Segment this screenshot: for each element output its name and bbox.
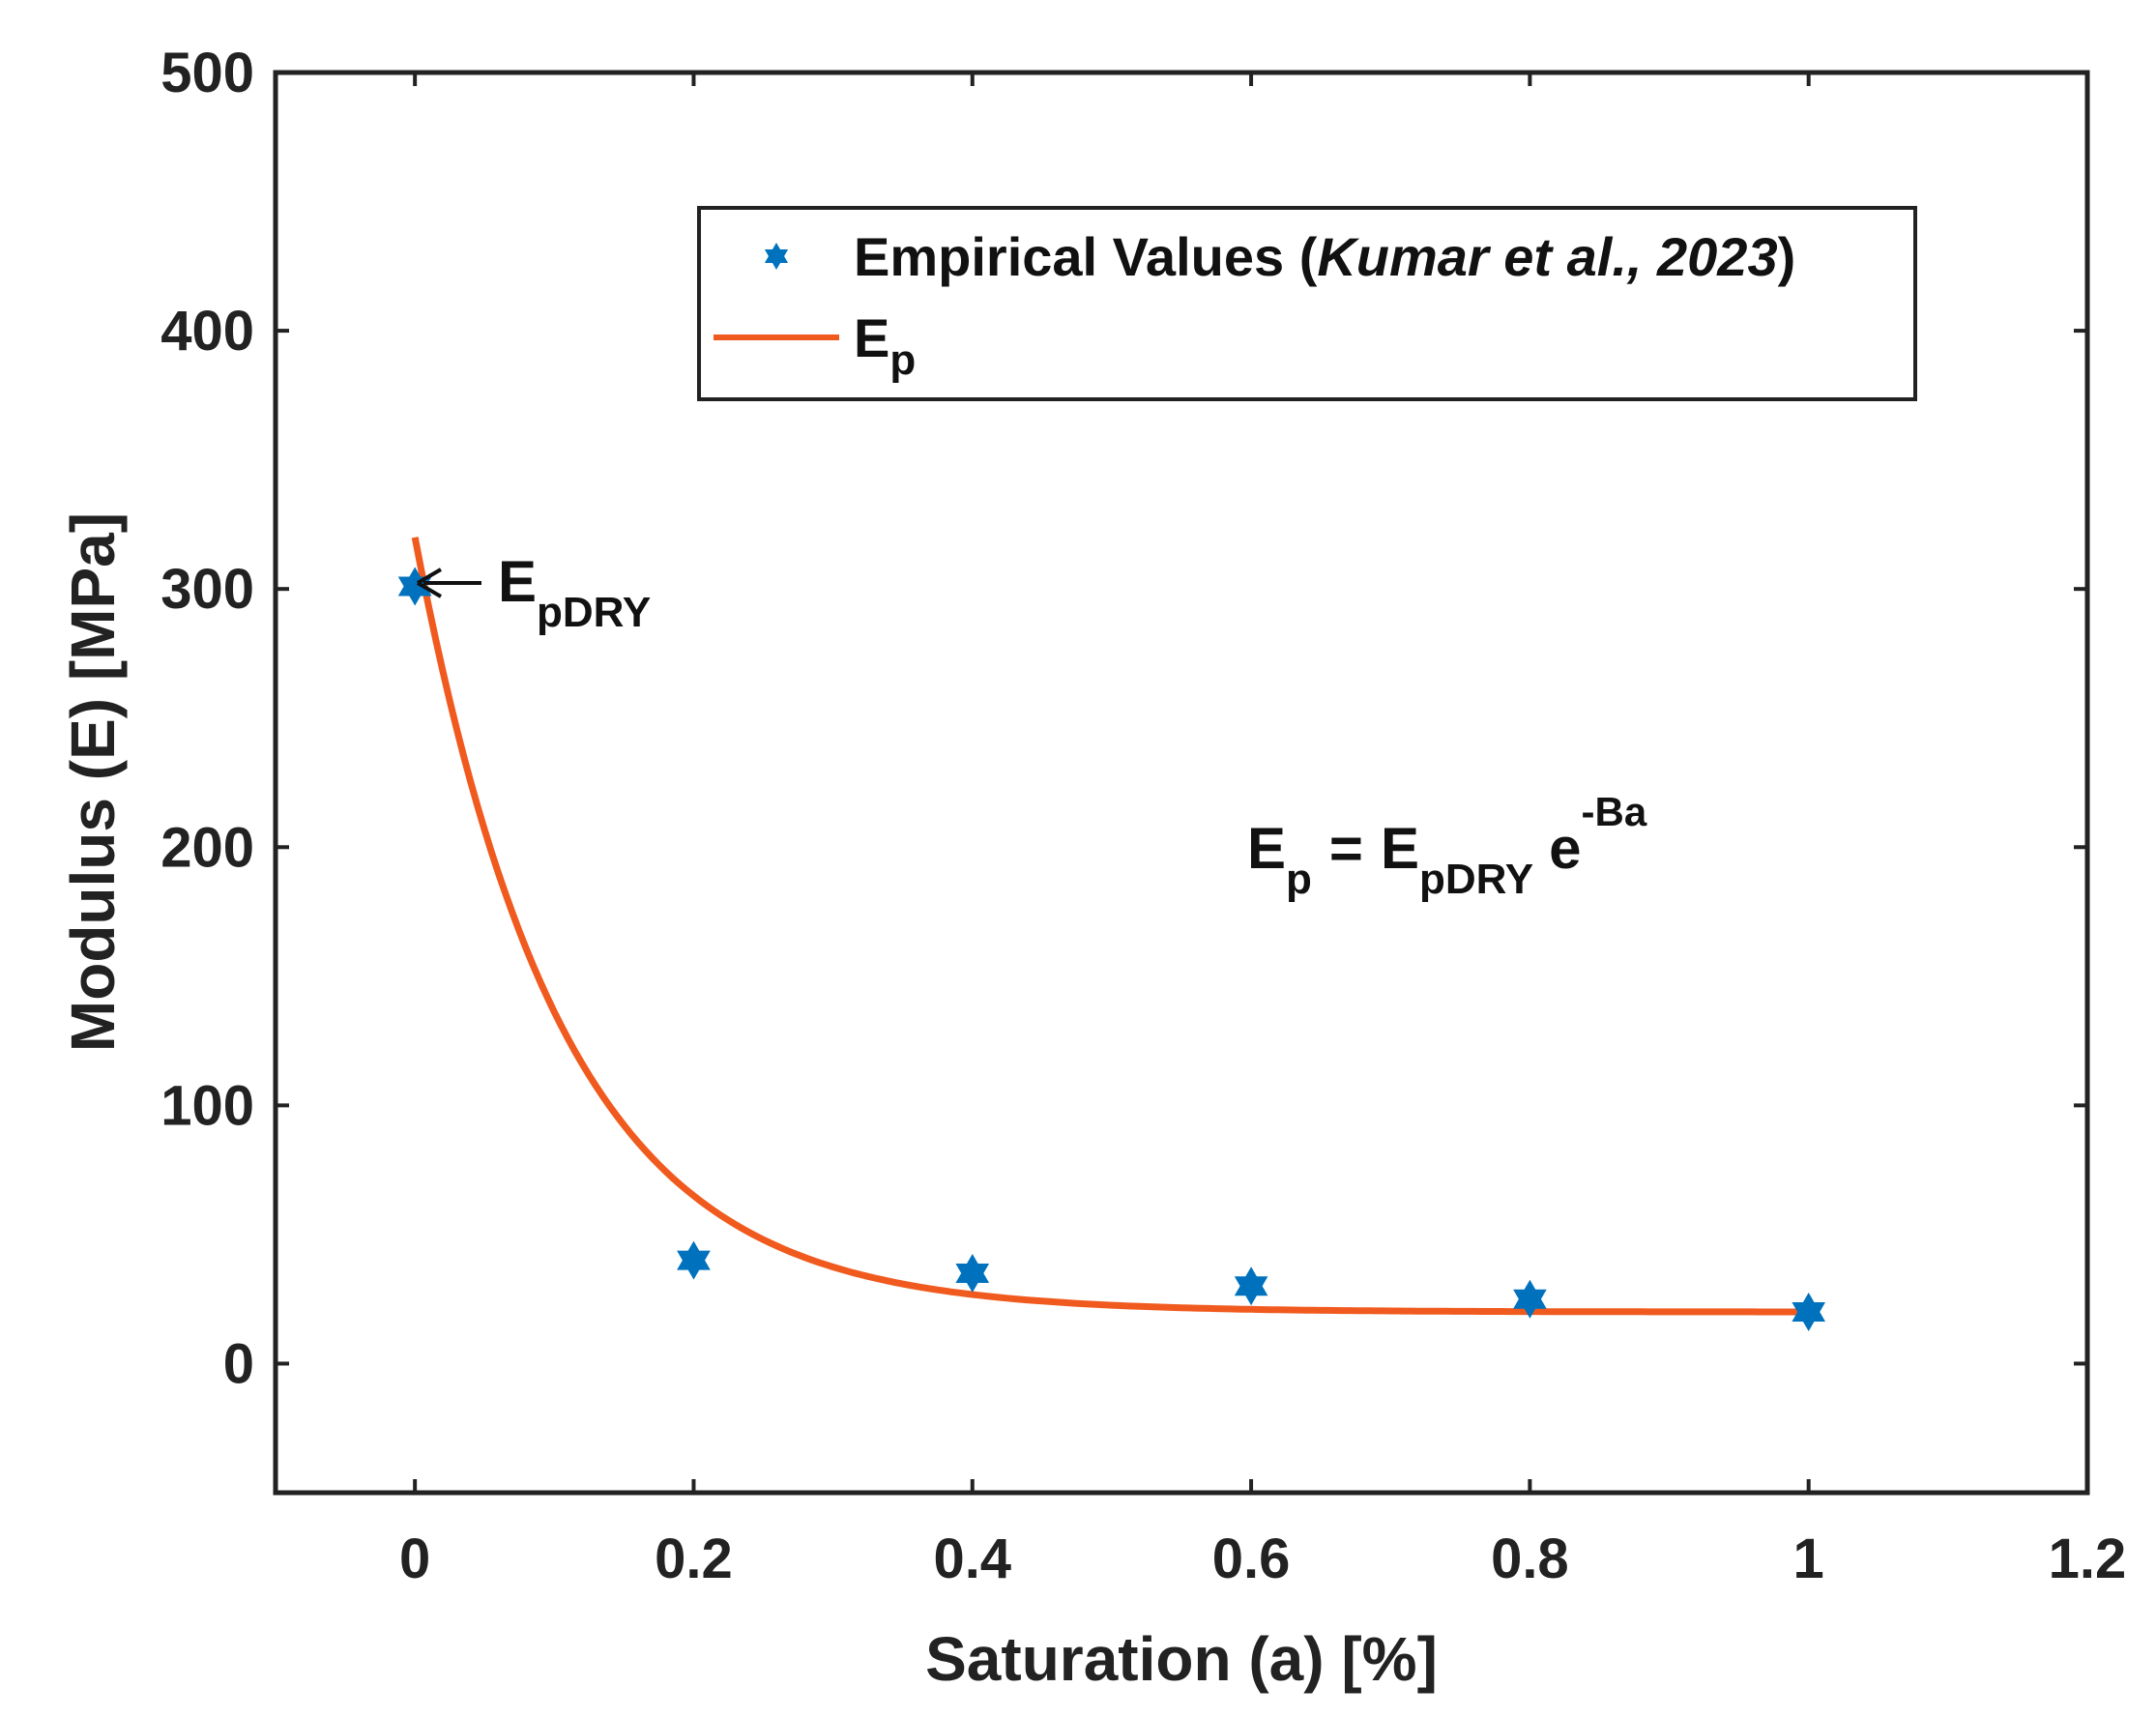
eq-rhs-sub: pDRY — [1419, 856, 1533, 903]
plot-frame — [273, 70, 2090, 1496]
annotation-epdry-main: E — [498, 549, 537, 614]
ep-fit-line — [411, 537, 1809, 1316]
annotation-epdry-label: EpDRY — [498, 549, 651, 636]
y-tick-label: 400 — [160, 300, 254, 363]
y-axis-label: Modulus (E) [MPa] — [58, 512, 128, 1052]
x-tick-label: 0.2 — [655, 1528, 733, 1590]
empirical-point — [397, 567, 432, 606]
x-tick-label: 1.2 — [2049, 1528, 2127, 1590]
annotation-epdry-sub: pDRY — [537, 589, 651, 636]
y-tick-label: 500 — [160, 42, 254, 104]
annotation-arrow-head — [416, 567, 443, 598]
empirical-point — [955, 1254, 990, 1293]
empirical-point — [677, 1240, 711, 1280]
y-tick-label: 300 — [160, 558, 254, 621]
empirical-point — [1792, 1293, 1825, 1331]
legend-label-ep: Ep — [854, 307, 916, 384]
empirical-point — [1234, 1266, 1268, 1306]
eq-lhs-main: E — [1247, 816, 1286, 881]
eq-lhs-sub: p — [1286, 856, 1312, 903]
legend: Empirical Values (Kumar et al., 2023) Ep — [697, 206, 1917, 401]
x-tick-label: 0 — [399, 1528, 430, 1590]
legend-marker-empirical — [764, 243, 789, 270]
eq-exp-sup: -Ba — [1582, 789, 1647, 834]
eq-equals: = — [1329, 816, 1363, 881]
y-tick-label: 200 — [160, 816, 254, 879]
eq-rhs-main: E — [1381, 816, 1419, 881]
empirical-point — [1513, 1279, 1547, 1319]
legend-ep-sub: p — [889, 336, 916, 384]
x-tick-label: 1 — [1793, 1528, 1824, 1590]
series-ep-line — [411, 537, 1809, 1316]
y-tick-label: 0 — [223, 1332, 254, 1395]
legend-label-empirical: Empirical Values (Kumar et al., 2023) — [854, 226, 1795, 287]
y-tick-label: 100 — [160, 1074, 254, 1137]
x-tick-label: 0.4 — [933, 1528, 1011, 1590]
y-tick-labels: 0 100 200 300 400 500 — [160, 42, 254, 1395]
equation-annotation: Ep = EpDRY e-Ba — [1247, 789, 1647, 903]
x-axis-label: Saturation (a) [%] — [925, 1624, 1438, 1694]
series-empirical-points — [397, 567, 1825, 1331]
x-tick-labels: 0 0.2 0.4 0.6 0.8 1 1.2 — [399, 1528, 2126, 1590]
epdry-annotation: EpDRY — [416, 549, 651, 636]
x-tick-label: 0.8 — [1491, 1528, 1569, 1590]
x-tick-label: 0.6 — [1212, 1528, 1291, 1590]
eq-exp-base: e — [1549, 816, 1581, 881]
legend-box — [697, 206, 1917, 401]
legend-label-italic: Kumar et al., 2023 — [1317, 226, 1777, 287]
legend-ep-main: E — [854, 307, 889, 368]
legend-label-suffix: ) — [1778, 226, 1796, 287]
legend-label-prefix: Empirical Values ( — [854, 226, 1318, 287]
